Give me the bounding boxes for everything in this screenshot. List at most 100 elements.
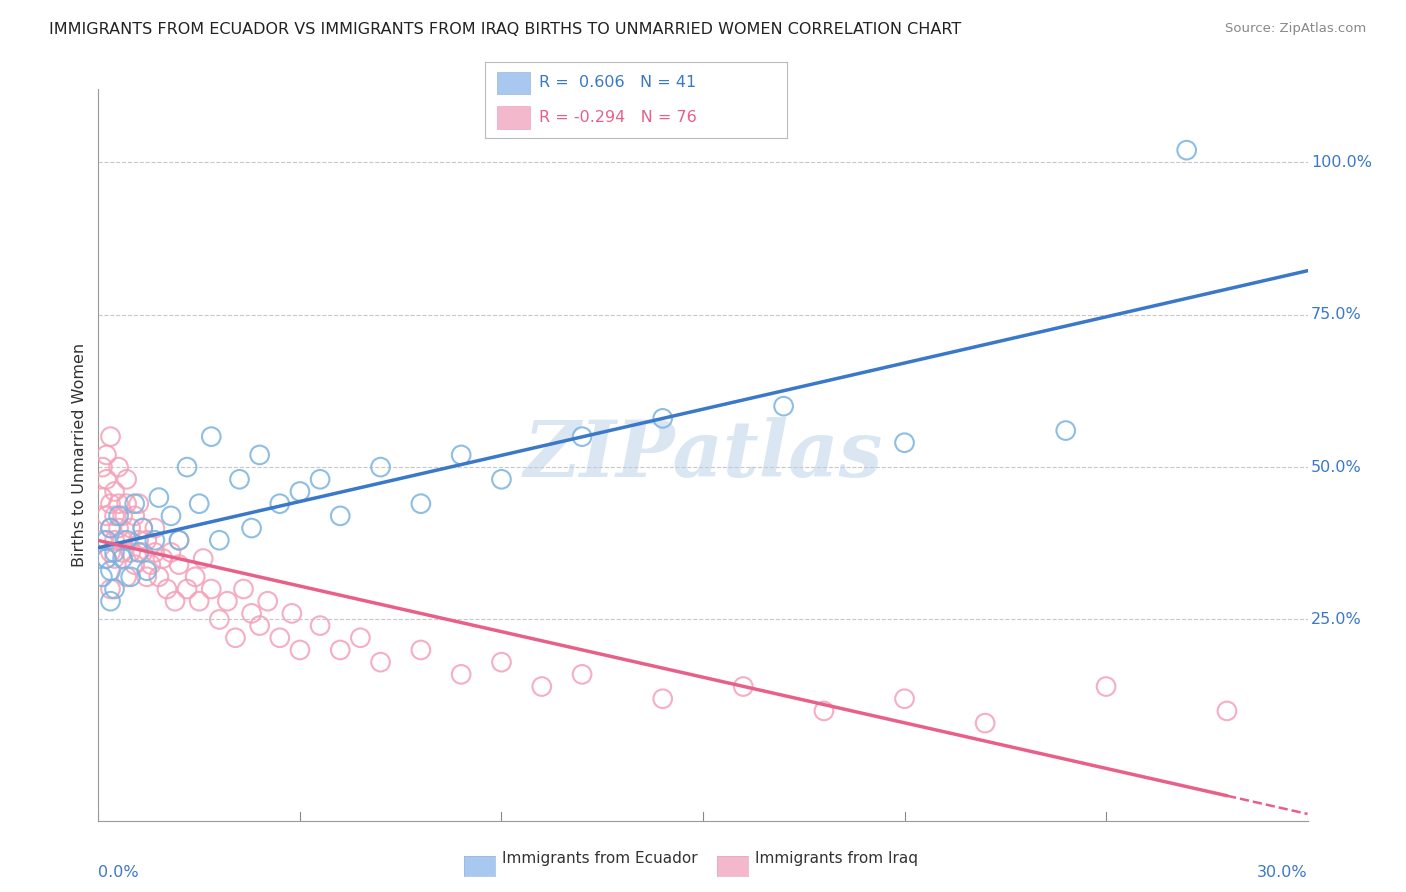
Point — [100, 594, 122, 608]
Point — [132, 521, 155, 535]
Point — [96, 448, 118, 462]
Point — [96, 472, 118, 486]
Point — [107, 460, 129, 475]
Point — [188, 497, 211, 511]
Point — [100, 521, 122, 535]
Point — [813, 704, 835, 718]
Point — [107, 497, 129, 511]
Point — [124, 558, 146, 572]
Point — [91, 491, 114, 505]
Point — [188, 594, 211, 608]
Point — [232, 582, 254, 596]
Point — [120, 570, 142, 584]
Point — [103, 484, 125, 499]
Text: 100.0%: 100.0% — [1312, 155, 1372, 169]
Point — [772, 399, 794, 413]
Point — [288, 484, 311, 499]
Point — [135, 564, 157, 578]
Point — [450, 667, 472, 681]
Point — [288, 643, 311, 657]
Point — [103, 533, 125, 548]
Text: 25.0%: 25.0% — [1312, 612, 1362, 627]
Point — [167, 533, 190, 548]
Point — [91, 533, 114, 548]
Point — [115, 472, 138, 486]
Point — [269, 631, 291, 645]
Point — [228, 472, 250, 486]
Point — [111, 545, 134, 559]
Point — [450, 448, 472, 462]
Point — [135, 570, 157, 584]
Point — [160, 545, 183, 559]
Point — [100, 521, 122, 535]
Text: Immigrants from Iraq: Immigrants from Iraq — [755, 851, 918, 865]
Point — [208, 533, 231, 548]
Point — [349, 631, 371, 645]
Point — [103, 582, 125, 596]
Point — [240, 521, 263, 535]
Y-axis label: Births to Unmarried Women: Births to Unmarried Women — [72, 343, 87, 567]
Point — [111, 551, 134, 566]
Text: ZIPatlas: ZIPatlas — [523, 417, 883, 493]
Point — [329, 508, 352, 523]
Point — [148, 570, 170, 584]
Point — [651, 691, 673, 706]
Point — [107, 508, 129, 523]
Point — [281, 607, 304, 621]
FancyBboxPatch shape — [498, 71, 530, 95]
Point — [329, 643, 352, 657]
Text: 30.0%: 30.0% — [1257, 864, 1308, 880]
Point — [115, 497, 138, 511]
Point — [167, 558, 190, 572]
Point — [100, 545, 122, 559]
Point — [409, 643, 432, 657]
Point — [128, 497, 150, 511]
Point — [115, 570, 138, 584]
Point — [249, 448, 271, 462]
Point — [91, 570, 114, 584]
Point — [530, 680, 553, 694]
Point — [491, 655, 513, 669]
Point — [256, 594, 278, 608]
Point — [120, 545, 142, 559]
Point — [100, 430, 122, 444]
Point — [571, 430, 593, 444]
Point — [96, 508, 118, 523]
Point — [96, 551, 118, 566]
Point — [217, 594, 239, 608]
Point — [163, 594, 186, 608]
Point — [167, 533, 190, 548]
Point — [135, 533, 157, 548]
Point — [200, 582, 222, 596]
Point — [100, 497, 122, 511]
Point — [370, 655, 392, 669]
Text: R =  0.606   N = 41: R = 0.606 N = 41 — [540, 76, 697, 90]
Point — [208, 613, 231, 627]
Point — [96, 551, 118, 566]
FancyBboxPatch shape — [498, 106, 530, 129]
Point — [160, 508, 183, 523]
Point — [370, 460, 392, 475]
Point — [148, 491, 170, 505]
Point — [120, 521, 142, 535]
Point — [100, 564, 122, 578]
Point — [491, 472, 513, 486]
Point — [103, 508, 125, 523]
Point — [193, 551, 215, 566]
Point — [176, 460, 198, 475]
Point — [100, 582, 122, 596]
Point — [249, 618, 271, 632]
Point — [111, 508, 134, 523]
Point — [309, 618, 332, 632]
Text: 75.0%: 75.0% — [1312, 307, 1362, 322]
Point — [156, 582, 179, 596]
Point — [409, 497, 432, 511]
Point — [200, 430, 222, 444]
Point — [309, 472, 332, 486]
Point — [184, 570, 207, 584]
Text: IMMIGRANTS FROM ECUADOR VS IMMIGRANTS FROM IRAQ BIRTHS TO UNMARRIED WOMEN CORREL: IMMIGRANTS FROM ECUADOR VS IMMIGRANTS FR… — [49, 22, 962, 37]
Point — [132, 545, 155, 559]
Point — [107, 521, 129, 535]
Point — [132, 521, 155, 535]
Point — [974, 716, 997, 731]
